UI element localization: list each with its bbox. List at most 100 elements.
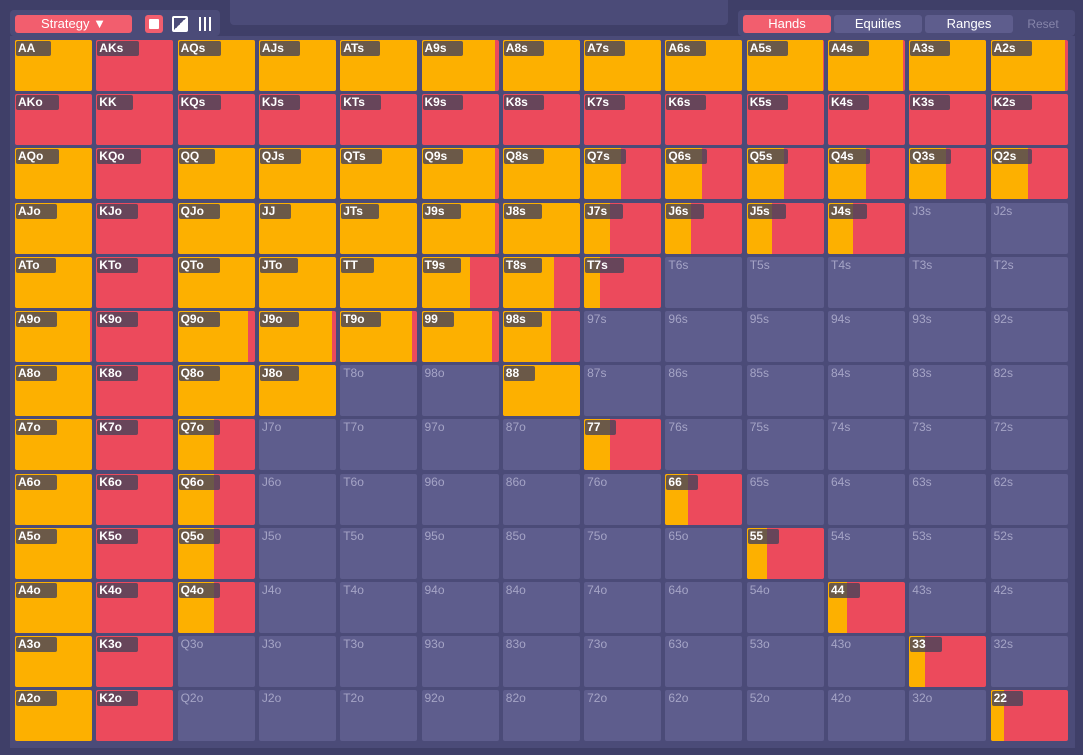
hand-cell[interactable]: 74o [584, 582, 662, 633]
hand-cell[interactable]: JTo [258, 256, 336, 308]
hand-cell[interactable]: 52s [990, 527, 1068, 579]
hand-cell[interactable]: 96o [421, 473, 499, 525]
hand-cell[interactable]: A4o [15, 582, 92, 633]
hand-cell[interactable]: A8o [15, 365, 92, 417]
hand-cell[interactable]: 88 [502, 365, 580, 417]
hand-cell[interactable]: A6s [665, 40, 743, 91]
hand-cell[interactable]: K9s [421, 94, 499, 146]
hand-cell[interactable]: ATo [15, 256, 92, 308]
split-view-icon[interactable] [172, 16, 188, 32]
hand-cell[interactable]: T9s [421, 256, 499, 308]
hand-cell[interactable]: QJo [177, 202, 255, 254]
hand-cell[interactable]: 92o [421, 690, 499, 742]
hand-cell[interactable]: 72o [584, 690, 662, 742]
hand-cell[interactable]: J4o [258, 582, 336, 633]
hand-cell[interactable]: 83o [502, 636, 580, 688]
hand-cell[interactable]: Q3o [177, 636, 255, 688]
hand-cell[interactable]: 84o [502, 582, 580, 633]
hand-cell[interactable]: 32s [990, 636, 1068, 688]
hand-cell[interactable]: 33 [909, 636, 987, 688]
hand-cell[interactable]: A4s [828, 40, 905, 91]
hand-cell[interactable]: 94o [421, 582, 499, 633]
hand-cell[interactable]: 84s [828, 365, 905, 417]
hand-cell[interactable]: J3s [909, 202, 987, 254]
hand-cell[interactable]: 54o [746, 582, 824, 633]
hand-cell[interactable]: 54s [828, 527, 905, 579]
hand-cell[interactable]: Q6o [177, 473, 255, 525]
hand-cell[interactable]: Q4s [828, 148, 905, 200]
hand-cell[interactable]: 62o [665, 690, 743, 742]
hand-cell[interactable]: AQs [177, 40, 255, 91]
hand-cell[interactable]: K2s [990, 94, 1068, 146]
hand-cell[interactable]: Q4o [177, 582, 255, 633]
hand-cell[interactable]: QQ [177, 148, 255, 200]
hand-cell[interactable]: K5o [96, 527, 174, 579]
hand-cell[interactable]: 43s [909, 582, 987, 633]
hand-cell[interactable]: Q8o [177, 365, 255, 417]
hand-cell[interactable]: 73o [584, 636, 662, 688]
hand-cell[interactable]: 22 [990, 690, 1068, 742]
hand-cell[interactable]: 64s [828, 473, 905, 525]
hand-cell[interactable]: 42o [828, 690, 905, 742]
hand-cell[interactable]: KQs [177, 94, 255, 146]
hand-cell[interactable]: 43o [828, 636, 905, 688]
hand-cell[interactable]: A8s [502, 40, 580, 91]
hand-cell[interactable]: 97o [421, 419, 499, 471]
hand-cell[interactable]: 97s [584, 311, 662, 362]
hand-cell[interactable]: K9o [96, 311, 174, 362]
hand-cell[interactable]: 86o [502, 473, 580, 525]
hand-cell[interactable]: KJs [258, 94, 336, 146]
hand-cell[interactable]: K3o [96, 636, 174, 688]
hand-cell[interactable]: K2o [96, 690, 174, 742]
hand-cell[interactable]: T7o [340, 419, 418, 471]
hand-cell[interactable]: T3o [340, 636, 418, 688]
hand-cell[interactable]: T5o [340, 527, 418, 579]
hand-cell[interactable]: QJs [258, 148, 336, 200]
hand-cell[interactable]: 85s [746, 365, 824, 417]
hand-cell[interactable]: K7s [584, 94, 662, 146]
hand-cell[interactable]: K8s [502, 94, 580, 146]
hand-cell[interactable]: KQo [96, 148, 174, 200]
hand-cell[interactable]: T2s [990, 256, 1068, 308]
hand-cell[interactable]: 76o [584, 473, 662, 525]
hand-cell[interactable]: Q9o [177, 311, 255, 362]
hand-cell[interactable]: K8o [96, 365, 174, 417]
hand-cell[interactable]: AKo [15, 94, 92, 146]
hand-cell[interactable]: 92s [990, 311, 1068, 362]
hand-cell[interactable]: 98s [502, 311, 580, 362]
hand-cell[interactable]: K6o [96, 473, 174, 525]
hand-cell[interactable]: KTo [96, 256, 174, 308]
hand-cell[interactable]: AQo [15, 148, 92, 200]
hand-cell[interactable]: 96s [665, 311, 743, 362]
hand-cell[interactable]: J5s [746, 202, 824, 254]
hand-cell[interactable]: ATs [340, 40, 418, 91]
hand-cell[interactable]: AKs [96, 40, 174, 91]
reset-button[interactable]: Reset [1027, 17, 1059, 31]
hand-cell[interactable]: JTs [340, 202, 418, 254]
hand-cell[interactable]: TT [340, 256, 418, 308]
hand-cell[interactable]: A5s [746, 40, 824, 91]
hand-cell[interactable]: A3o [15, 636, 92, 688]
hand-cell[interactable]: 32o [909, 690, 987, 742]
hand-cell[interactable]: A2o [15, 690, 92, 742]
hand-cell[interactable]: K5s [746, 94, 824, 146]
hand-cell[interactable]: T9o [340, 311, 418, 362]
hand-cell[interactable]: Q5s [746, 148, 824, 200]
hand-cell[interactable]: KTs [340, 94, 418, 146]
hand-cell[interactable]: J2o [258, 690, 336, 742]
hand-cell[interactable]: A3s [909, 40, 987, 91]
hand-cell[interactable]: 73s [909, 419, 987, 471]
hand-cell[interactable]: 62s [990, 473, 1068, 525]
hand-cell[interactable]: J7s [584, 202, 662, 254]
hand-cell[interactable]: 74s [828, 419, 905, 471]
hand-cell[interactable]: 87o [502, 419, 580, 471]
hand-cell[interactable]: 82o [502, 690, 580, 742]
hand-cell[interactable]: AJo [15, 202, 92, 254]
hand-cell[interactable]: J7o [258, 419, 336, 471]
hand-cell[interactable]: 42s [990, 582, 1068, 633]
hand-cell[interactable]: 63s [909, 473, 987, 525]
hand-cell[interactable]: J9s [421, 202, 499, 254]
hand-cell[interactable]: 93o [421, 636, 499, 688]
hand-cell[interactable]: J5o [258, 527, 336, 579]
hand-cell[interactable]: 63o [665, 636, 743, 688]
